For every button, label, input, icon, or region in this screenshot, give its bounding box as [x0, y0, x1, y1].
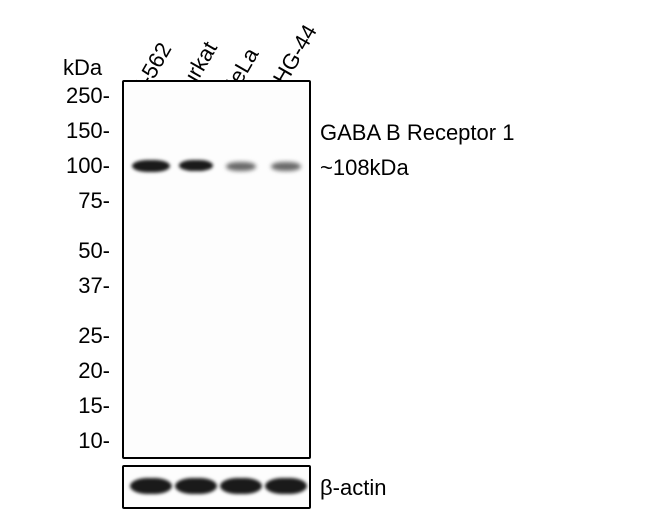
ladder-tick-label: 75- — [60, 188, 110, 214]
loading-control-band — [130, 478, 172, 494]
western-blot-figure: kDa 250-150-100-75-50-37-25-20-15-10- K-… — [0, 0, 650, 520]
loading-control-band — [265, 478, 307, 494]
main-blot-box — [122, 80, 311, 459]
main-blot-band — [132, 160, 170, 172]
loading-control-band — [220, 478, 262, 494]
ladder-tick-label: 20- — [60, 358, 110, 384]
ladder-tick-label: 50- — [60, 238, 110, 264]
main-blot-band — [179, 160, 213, 171]
ladder-tick-label: 25- — [60, 323, 110, 349]
loading-control-label: β-actin — [320, 475, 386, 501]
main-blot-band — [226, 162, 256, 171]
main-blot-band — [271, 162, 301, 171]
kda-unit-label: kDa — [63, 55, 102, 81]
loading-control-band — [175, 478, 217, 494]
ladder-tick-label: 15- — [60, 393, 110, 419]
ladder-tick-label: 250- — [60, 83, 110, 109]
protein-name-label: GABA B Receptor 1 — [320, 120, 514, 146]
ladder-tick-label: 10- — [60, 428, 110, 454]
ladder-tick-label: 100- — [60, 153, 110, 179]
ladder-tick-label: 37- — [60, 273, 110, 299]
band-size-label: ~108kDa — [320, 155, 409, 181]
ladder-tick-label: 150- — [60, 118, 110, 144]
